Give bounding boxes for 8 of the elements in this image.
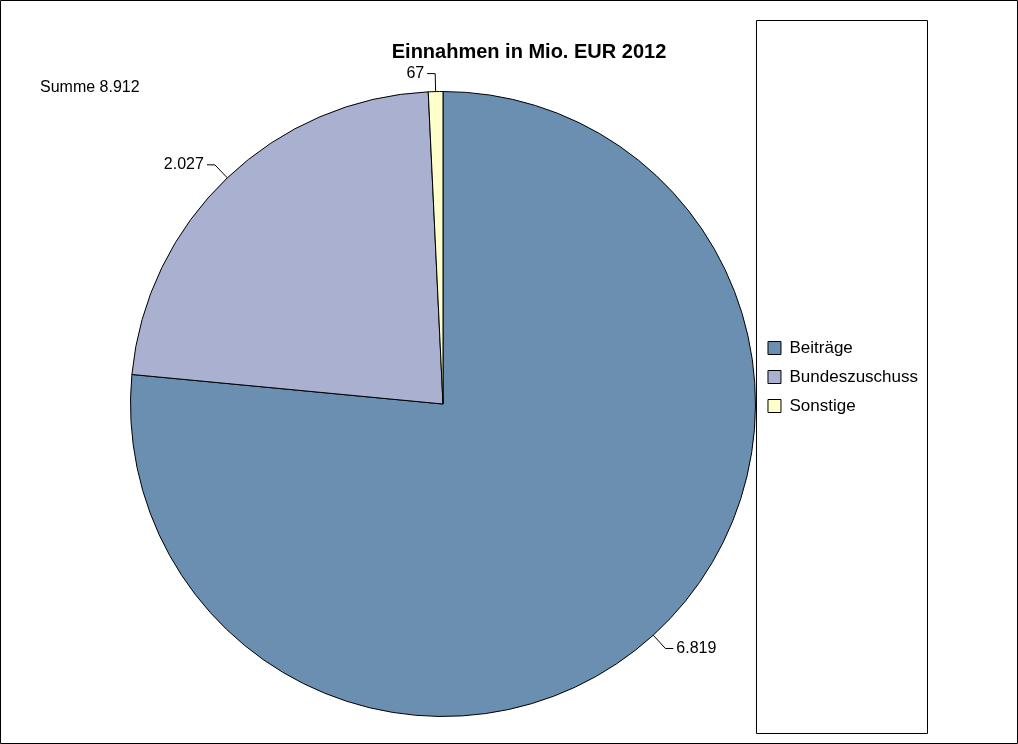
legend-label: Beiträge bbox=[789, 337, 853, 357]
data-label: 67 bbox=[406, 64, 425, 82]
chart-title: Einnahmen in Mio. EUR 2012 bbox=[391, 39, 667, 62]
text: Summe 8.912 bbox=[40, 78, 140, 96]
legend-label: Bundeszuschuss bbox=[789, 366, 919, 386]
legend-label: Sonstige bbox=[789, 395, 856, 415]
data-label: 2.027 bbox=[163, 155, 204, 173]
data-label: 6.819 bbox=[676, 638, 717, 656]
